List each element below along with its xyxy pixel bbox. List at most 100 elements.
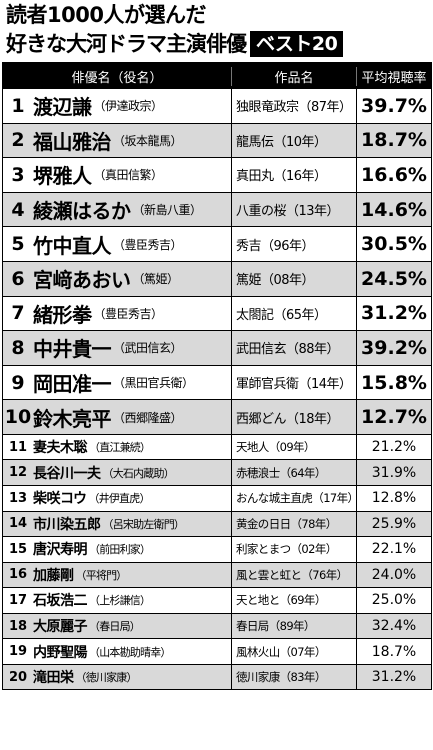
work-title: 赤穂浪士（64年） [232,460,357,486]
actor-cell: 大原麗子 （春日局） [33,613,232,639]
role-name: （豊臣秀吉） [113,237,183,252]
actor-cell: 緒形拳 （豊臣秀吉） [33,296,232,331]
actor-cell: 市川染五郎 （呂宋助左衛門） [33,511,232,537]
table-row: 19 内野聖陽 （山本勘助晴幸） 風林火山（07年） 18.7% [3,639,431,665]
actor-cell: 岡田准一 （黒田官兵衛） [33,365,232,400]
header-rate: 平均視聴率 [361,70,427,86]
headline-line2-wrap: 好きな大河ドラマ主演俳優 ベスト20 [6,30,431,58]
work-title: おんな城主直虎（17年） [232,486,359,511]
rank: 13 [8,490,28,506]
work-title: 天地人（09年） [232,434,357,460]
table-row: 6 宮﨑あおい （篤姫） 篤姫（08年） 24.5% [3,261,431,297]
headline-line2: 好きな大河ドラマ主演俳優 [6,32,247,56]
rating: 31.2% [371,669,417,686]
rating: 30.5% [361,233,427,256]
table-row: 20 滝田栄 （徳川家康） 徳川家康（83年） 31.2% [3,664,431,691]
actor-name: 石坂浩二 [33,593,88,610]
actor-name: 福山雅治 [33,129,112,154]
rank: 10 [4,406,32,429]
actor-name: 大原麗子 [33,619,88,636]
role-name: （大石内蔵助） [102,466,175,480]
table-row: 5 竹中直人 （豊臣秀吉） 秀吉（96年） 30.5% [3,227,431,262]
rank: 14 [8,516,28,532]
table-row: 17 石坂浩二 （上杉謙信） 天と地と（69年） 25.0% [3,588,431,614]
actor-name: 中井貴一 [33,337,112,362]
role-name: （上杉謙信） [89,594,151,608]
actor-name: 内野聖陽 [33,644,88,661]
rating: 24.0% [371,566,417,583]
rank: 7 [11,302,25,325]
table-row: 8 中井貴一 （武田信玄） 武田信玄（88年） 39.2% [3,331,431,366]
actor-name: 妻夫木聡 [33,440,88,457]
actor-cell: 福山雅治 （坂本龍馬） [33,123,232,158]
role-name: （真田信繁） [93,168,164,183]
rating: 14.6% [361,198,427,221]
rank: 16 [8,567,28,583]
rating: 12.7% [361,406,427,429]
rank: 20 [8,669,28,685]
work-title: 風と雲と虹と（76年） [232,562,357,588]
best20-badge: ベスト20 [250,31,344,57]
table-row: 15 唐沢寿明 （前田利家） 利家とまつ（02年） 22.1% [3,537,431,563]
rating: 15.8% [361,371,427,394]
role-name: （井伊直虎） [88,492,150,506]
actor-cell: 堺雅人 （真田信繁） [33,158,232,192]
rating: 21.2% [371,439,417,456]
rank: 19 [8,644,28,660]
table-row: 18 大原麗子 （春日局） 春日局（89年） 32.4% [3,613,431,640]
work-title: 西郷どん（18年） [232,400,357,434]
actor-cell: 長谷川一夫 （大石内蔵助） [33,460,232,486]
role-name: （坂本龍馬） [113,133,183,148]
actor-name: 唐沢寿明 [33,542,88,559]
rating: 24.5% [361,267,427,290]
work-title: 黄金の日日（78年） [232,511,357,537]
role-name: （武田信玄） [113,341,183,356]
headline-line1: 読者1000人が選んだ [6,3,206,27]
rank: 1 [11,94,25,117]
actor-cell: 加藤剛 （平将門） [33,562,232,588]
table-row: 4 綾瀬はるか （新島八重） 八重の桜（13年） 14.6% [3,192,431,228]
table-row: 1 渡辺謙 （伊達政宗） 独眼竜政宗（87年） 39.7% [3,89,431,124]
rating: 39.7% [361,94,427,117]
work-title: 独眼竜政宗（87年） [232,89,357,123]
role-name: （徳川家康） [75,671,138,685]
actor-cell: 唐沢寿明 （前田利家） [33,537,232,562]
actor-name: 市川染五郎 [33,516,101,533]
rank: 11 [8,439,28,455]
actor-cell: 妻夫木聡 （直江兼続） [33,434,232,460]
work-title: 篤姫（08年） [232,261,357,296]
work-title: 秀吉（96年） [232,227,357,261]
actor-name: 柴咲コウ [33,491,87,508]
actor-name: 宮﨑あおい [33,268,131,293]
actor-name: 加藤剛 [33,567,74,584]
table-row: 7 緒形拳 （豊臣秀吉） 太閤記（65年） 31.2% [3,296,431,332]
actor-name: 綾瀬はるか [33,199,131,224]
rank: 4 [11,198,25,221]
role-name: （前田利家） [89,543,151,557]
actor-name: 滝田栄 [33,670,74,687]
ranking-table: 俳優名（役名） 作品名 平均視聴率 1 渡辺謙 （伊達政宗） 独眼竜政宗（87年）… [2,62,432,691]
role-name: （直江兼続） [89,441,151,455]
work-title: 軍師官兵衛（14年） [232,365,357,400]
rating: 12.8% [371,490,417,507]
rating: 18.7% [361,129,427,152]
table-row: 16 加藤剛 （平将門） 風と雲と虹と（76年） 24.0% [3,562,431,589]
work-title: 徳川家康（83年） [232,664,357,690]
work-title: 利家とまつ（02年） [232,537,357,562]
actor-name: 堺雅人 [33,164,92,189]
rating: 16.6% [361,163,427,186]
table-row: 9 岡田准一 （黒田官兵衛） 軍師官兵衛（14年） 15.8% [3,365,431,401]
header-work: 作品名 [232,66,357,86]
role-name: （篤姫） [132,272,180,287]
rank: 9 [11,371,25,394]
role-name: （黒田官兵衛） [113,376,194,391]
role-name: （春日局） [89,620,141,634]
rank: 3 [11,163,25,186]
actor-cell: 滝田栄 （徳川家康） [33,664,232,690]
rating: 39.2% [361,336,427,359]
rating: 25.0% [371,592,417,609]
actor-name: 長谷川一夫 [33,465,101,482]
role-name: （呂宋助左衛門） [102,517,185,531]
work-title: 八重の桜（13年） [232,192,357,227]
